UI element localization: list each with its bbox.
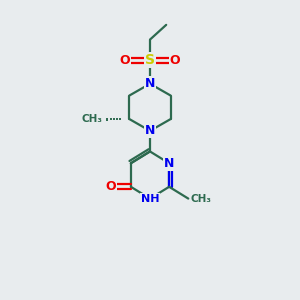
Text: CH₃: CH₃ (81, 114, 102, 124)
Text: CH₃: CH₃ (190, 194, 212, 204)
Text: NH: NH (141, 194, 159, 204)
Text: O: O (120, 54, 130, 67)
Text: N: N (145, 124, 155, 137)
Text: O: O (105, 180, 116, 193)
Text: N: N (164, 157, 174, 170)
Text: S: S (145, 53, 155, 67)
Text: N: N (145, 77, 155, 90)
Text: O: O (170, 54, 180, 67)
